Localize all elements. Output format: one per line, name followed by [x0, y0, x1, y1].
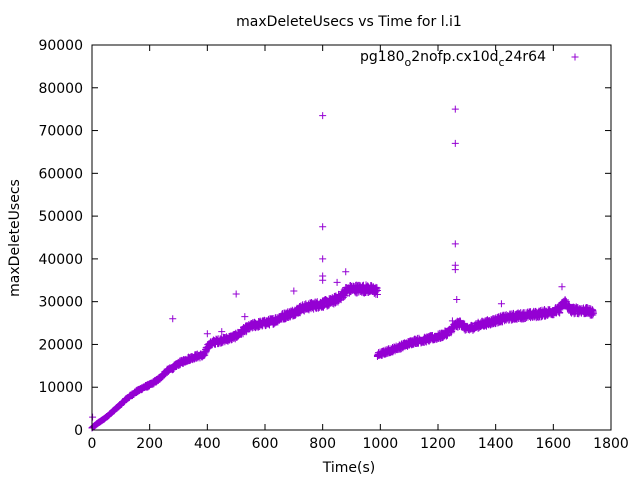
legend-marker: [571, 53, 579, 61]
y-tick-label: 80000: [38, 81, 83, 97]
legend: pg180o2nofp.cx10dc24r64: [360, 49, 579, 69]
x-tick-label: 600: [252, 436, 279, 452]
data-point: [447, 329, 455, 337]
x-tick-label: 1800: [593, 436, 629, 452]
y-tick-label: 70000: [38, 124, 83, 140]
data-point: [319, 303, 327, 311]
data-point: [589, 306, 597, 314]
data-point-outlier: [169, 315, 177, 323]
data-point-outlier: [319, 255, 327, 263]
data-point-outlier: [451, 105, 459, 113]
data-point-outlier: [342, 268, 350, 276]
data-point-outlier: [497, 300, 505, 308]
data-point-outlier: [319, 112, 327, 120]
y-tick-label: 40000: [38, 252, 83, 268]
data-point-outlier: [451, 240, 459, 248]
y-tick-label: 50000: [38, 209, 83, 225]
y-tick-label: 0: [74, 423, 83, 439]
legend-label: pg180o2nofp.cx10dc24r64: [360, 49, 546, 69]
data-point-outlier: [290, 287, 298, 295]
data-point-outlier: [453, 296, 461, 304]
data-point-outlier: [89, 413, 97, 421]
x-tick-label: 0: [88, 436, 97, 452]
data-point: [202, 348, 210, 356]
data-point: [556, 308, 564, 316]
data-point: [373, 290, 381, 298]
data-point: [561, 296, 569, 304]
data-points: [88, 105, 597, 432]
data-point-outlier: [241, 313, 249, 321]
data-point: [589, 308, 597, 316]
data-point-outlier: [203, 330, 211, 338]
data-point-outlier: [319, 223, 327, 231]
y-tick-label: 30000: [38, 295, 83, 311]
x-tick-label: 1000: [363, 436, 399, 452]
data-point-outlier: [558, 283, 566, 291]
legend-marker-symbol: [571, 53, 579, 61]
data-point: [557, 305, 565, 313]
data-point: [224, 337, 232, 345]
axis-ticks: 0 200 400 600 800 1000 1200 1400 1600 1800 0 10000 2…: [38, 38, 628, 452]
x-tick-label: 400: [194, 436, 221, 452]
data-point-outlier: [570, 304, 578, 312]
data-point-outlier: [451, 139, 459, 147]
data-point: [201, 349, 209, 357]
y-tick-label: 60000: [38, 166, 83, 182]
plot-frame: [91, 44, 612, 431]
data-point-outlier: [333, 278, 341, 286]
y-axis-title: maxDeleteUsecs: [7, 179, 23, 297]
x-tick-label: 200: [136, 436, 163, 452]
y-tick-label: 10000: [38, 380, 83, 396]
data-point-outlier: [218, 328, 226, 336]
data-point-outlier: [232, 290, 240, 298]
data-point-outlier: [319, 276, 327, 284]
x-tick-label: 800: [309, 436, 336, 452]
x-tick-label: 1200: [420, 436, 456, 452]
data-point-outlier: [451, 266, 459, 274]
y-tick-label: 20000: [38, 337, 83, 353]
data-point: [459, 319, 467, 327]
data-point-outlier: [448, 317, 456, 325]
x-tick-label: 1600: [536, 436, 572, 452]
x-tick-label: 1400: [478, 436, 514, 452]
y-tick-label: 90000: [38, 38, 83, 54]
chart-title: maxDeleteUsecs vs Time for l.i1: [236, 14, 462, 30]
x-axis-title: Time(s): [322, 460, 375, 476]
